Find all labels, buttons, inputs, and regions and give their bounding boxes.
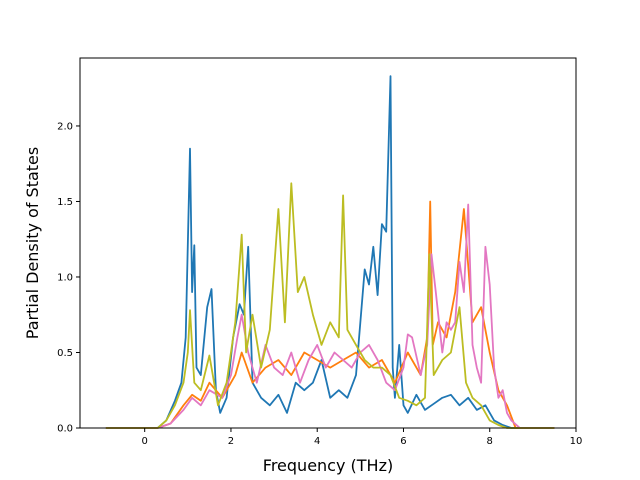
x-tick-label: 4 [314, 436, 320, 447]
y-tick-label: 2.0 [57, 121, 73, 132]
series-line-1 [105, 75, 555, 429]
series-line-3 [105, 203, 555, 429]
series-layer [105, 75, 555, 429]
plot-background [80, 58, 576, 428]
x-axis-ticks: 0 2 4 6 8 10 [142, 428, 583, 447]
y-axis-label: Partial Density of States [23, 147, 42, 339]
x-tick-label: 2 [228, 436, 234, 447]
y-tick-label: 1.0 [57, 272, 73, 283]
x-tick-label: 0 [142, 436, 148, 447]
x-axis-label: Frequency (THz) [263, 456, 393, 475]
series-line-4 [105, 182, 555, 429]
y-tick-label: 0.5 [57, 348, 73, 359]
y-tick-label: 1.5 [57, 197, 73, 208]
x-tick-label: 8 [487, 436, 493, 447]
x-tick-label: 6 [400, 436, 406, 447]
y-axis-ticks: 0.0 0.5 1.0 1.5 2.0 [57, 121, 80, 435]
y-tick-label: 0.0 [57, 424, 73, 435]
plot-frame [79, 57, 577, 429]
x-tick-label: 10 [570, 436, 583, 447]
